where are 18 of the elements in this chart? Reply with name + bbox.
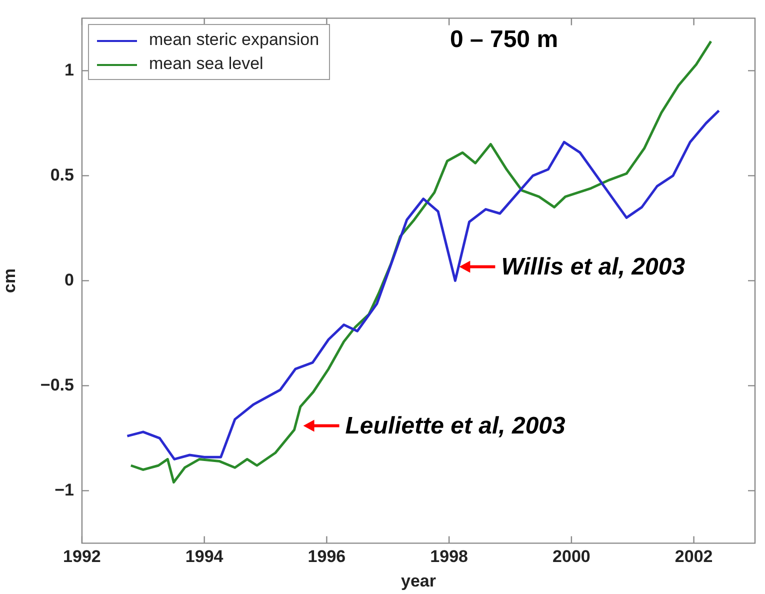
annotation: 0 – 750 m	[450, 26, 558, 53]
legend-label: mean steric expansion	[148, 30, 320, 50]
y-tick-label: 0.5	[50, 165, 74, 184]
y-tick-label: −0.5	[40, 375, 74, 394]
y-tick-label: 1	[64, 60, 74, 80]
y-tick-label: −1	[54, 480, 74, 500]
x-axis-title: year	[400, 571, 436, 590]
annotation: Leuliette et al, 2003	[345, 412, 566, 440]
x-tick-label: 1996	[308, 547, 346, 566]
x-tick-label: 1992	[63, 547, 101, 566]
x-tick-label: 1998	[430, 547, 468, 566]
x-tick-label: 2000	[552, 547, 590, 566]
x-tick-label: 1994	[185, 547, 224, 566]
y-tick-label: 0	[64, 270, 74, 290]
x-tick-label: 2002	[674, 547, 713, 566]
annotation: Willis et al, 2003	[501, 253, 686, 280]
y-axis-title: cm	[0, 268, 19, 293]
legend-label: mean sea level	[148, 54, 264, 74]
